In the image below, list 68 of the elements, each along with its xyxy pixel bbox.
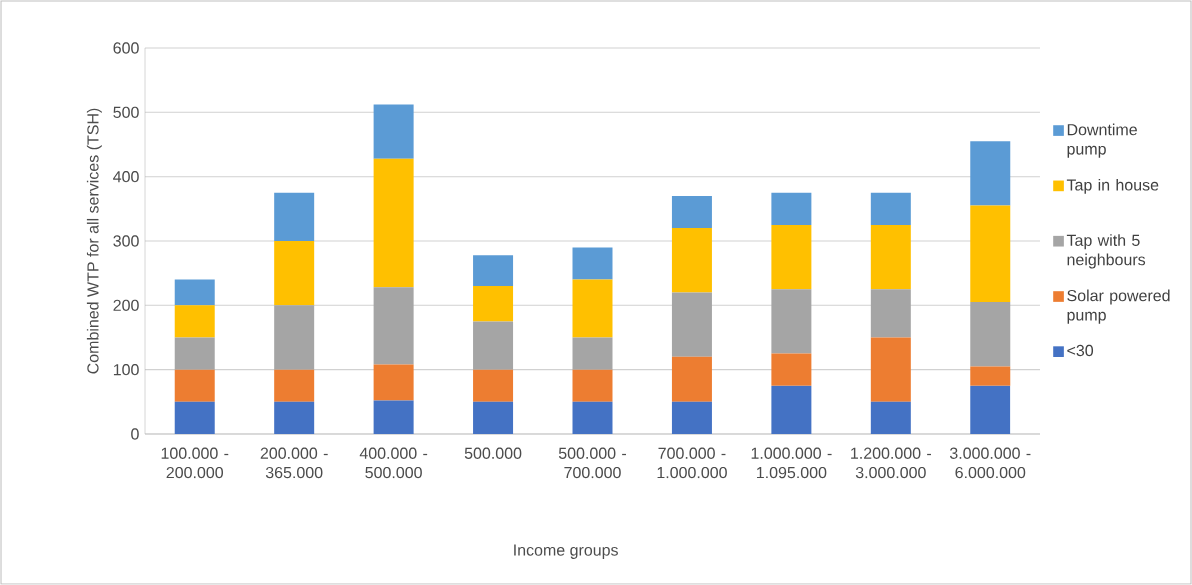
bar — [771, 224, 812, 290]
bar — [671, 401, 712, 434]
bar — [174, 337, 215, 370]
y-tick-label: 0 — [131, 428, 139, 440]
bar — [671, 292, 712, 357]
bar — [174, 305, 215, 338]
bar — [572, 247, 613, 280]
bar — [870, 289, 911, 338]
bar — [671, 228, 712, 293]
bar — [970, 385, 1011, 434]
y-axis-title: Combined WTP for all services (TSH) — [86, 108, 102, 374]
bar — [572, 369, 613, 402]
bar — [970, 302, 1011, 367]
y-tick-label: 500 — [113, 106, 139, 118]
x-tick-label: 500.000 — [464, 447, 522, 459]
bar — [373, 104, 414, 159]
bar — [970, 141, 1011, 206]
bar — [870, 337, 911, 402]
bar — [870, 192, 911, 225]
bar — [572, 279, 613, 338]
bar — [771, 385, 812, 434]
legend-label: Tap with 5 neighbours — [1066, 234, 1146, 269]
bar — [473, 255, 514, 287]
bar — [373, 287, 414, 365]
bar — [671, 356, 712, 402]
x-tick-label: 1.000.000 - 1.095.000 — [751, 447, 832, 479]
y-tick-label: 400 — [113, 171, 139, 183]
bar — [771, 289, 812, 354]
bar — [970, 366, 1011, 386]
bar — [870, 401, 911, 434]
y-tick-label: 300 — [113, 235, 139, 247]
bar — [373, 364, 414, 401]
bar — [274, 401, 315, 434]
bar — [671, 195, 712, 229]
y-tick-label: 100 — [113, 364, 139, 376]
bar — [373, 158, 414, 288]
bar — [274, 192, 315, 241]
legend-label: Tap in house — [1066, 178, 1159, 194]
x-tick-label: 100.000 - 200.000 — [161, 447, 229, 479]
y-tick-label: 200 — [113, 299, 139, 311]
legend-label: Downtime pump — [1067, 123, 1137, 158]
bar — [473, 369, 514, 402]
bar — [771, 353, 812, 386]
bar — [174, 401, 215, 434]
bar — [174, 279, 215, 306]
x-axis-title: Income groups — [514, 544, 618, 559]
bar — [970, 205, 1011, 303]
x-tick-label: 700.000 - 1.000.000 — [657, 447, 727, 479]
bar — [473, 401, 514, 434]
x-tick-label: 500.000 - 700.000 — [558, 447, 627, 479]
bar — [274, 305, 315, 370]
legend-label: <30 — [1067, 344, 1094, 357]
bar — [274, 369, 315, 402]
bar — [870, 224, 911, 290]
bar — [174, 369, 215, 402]
legend-label: Solar powered pump — [1067, 289, 1170, 324]
bar — [274, 240, 315, 306]
bar — [373, 400, 414, 434]
bar — [771, 192, 812, 225]
x-tick-label: 1.200.000 - 3.000.000 — [851, 447, 932, 479]
bar — [473, 321, 514, 370]
x-tick-label: 400.000 - 500.000 — [359, 447, 428, 479]
bar — [473, 286, 514, 322]
x-tick-label: 3.000.000 - 6.000.000 — [949, 447, 1031, 479]
x-tick-label: 200.000 - 365.000 — [260, 447, 328, 479]
bar — [572, 337, 613, 370]
bar — [572, 401, 613, 434]
y-tick-label: 600 — [113, 42, 139, 54]
